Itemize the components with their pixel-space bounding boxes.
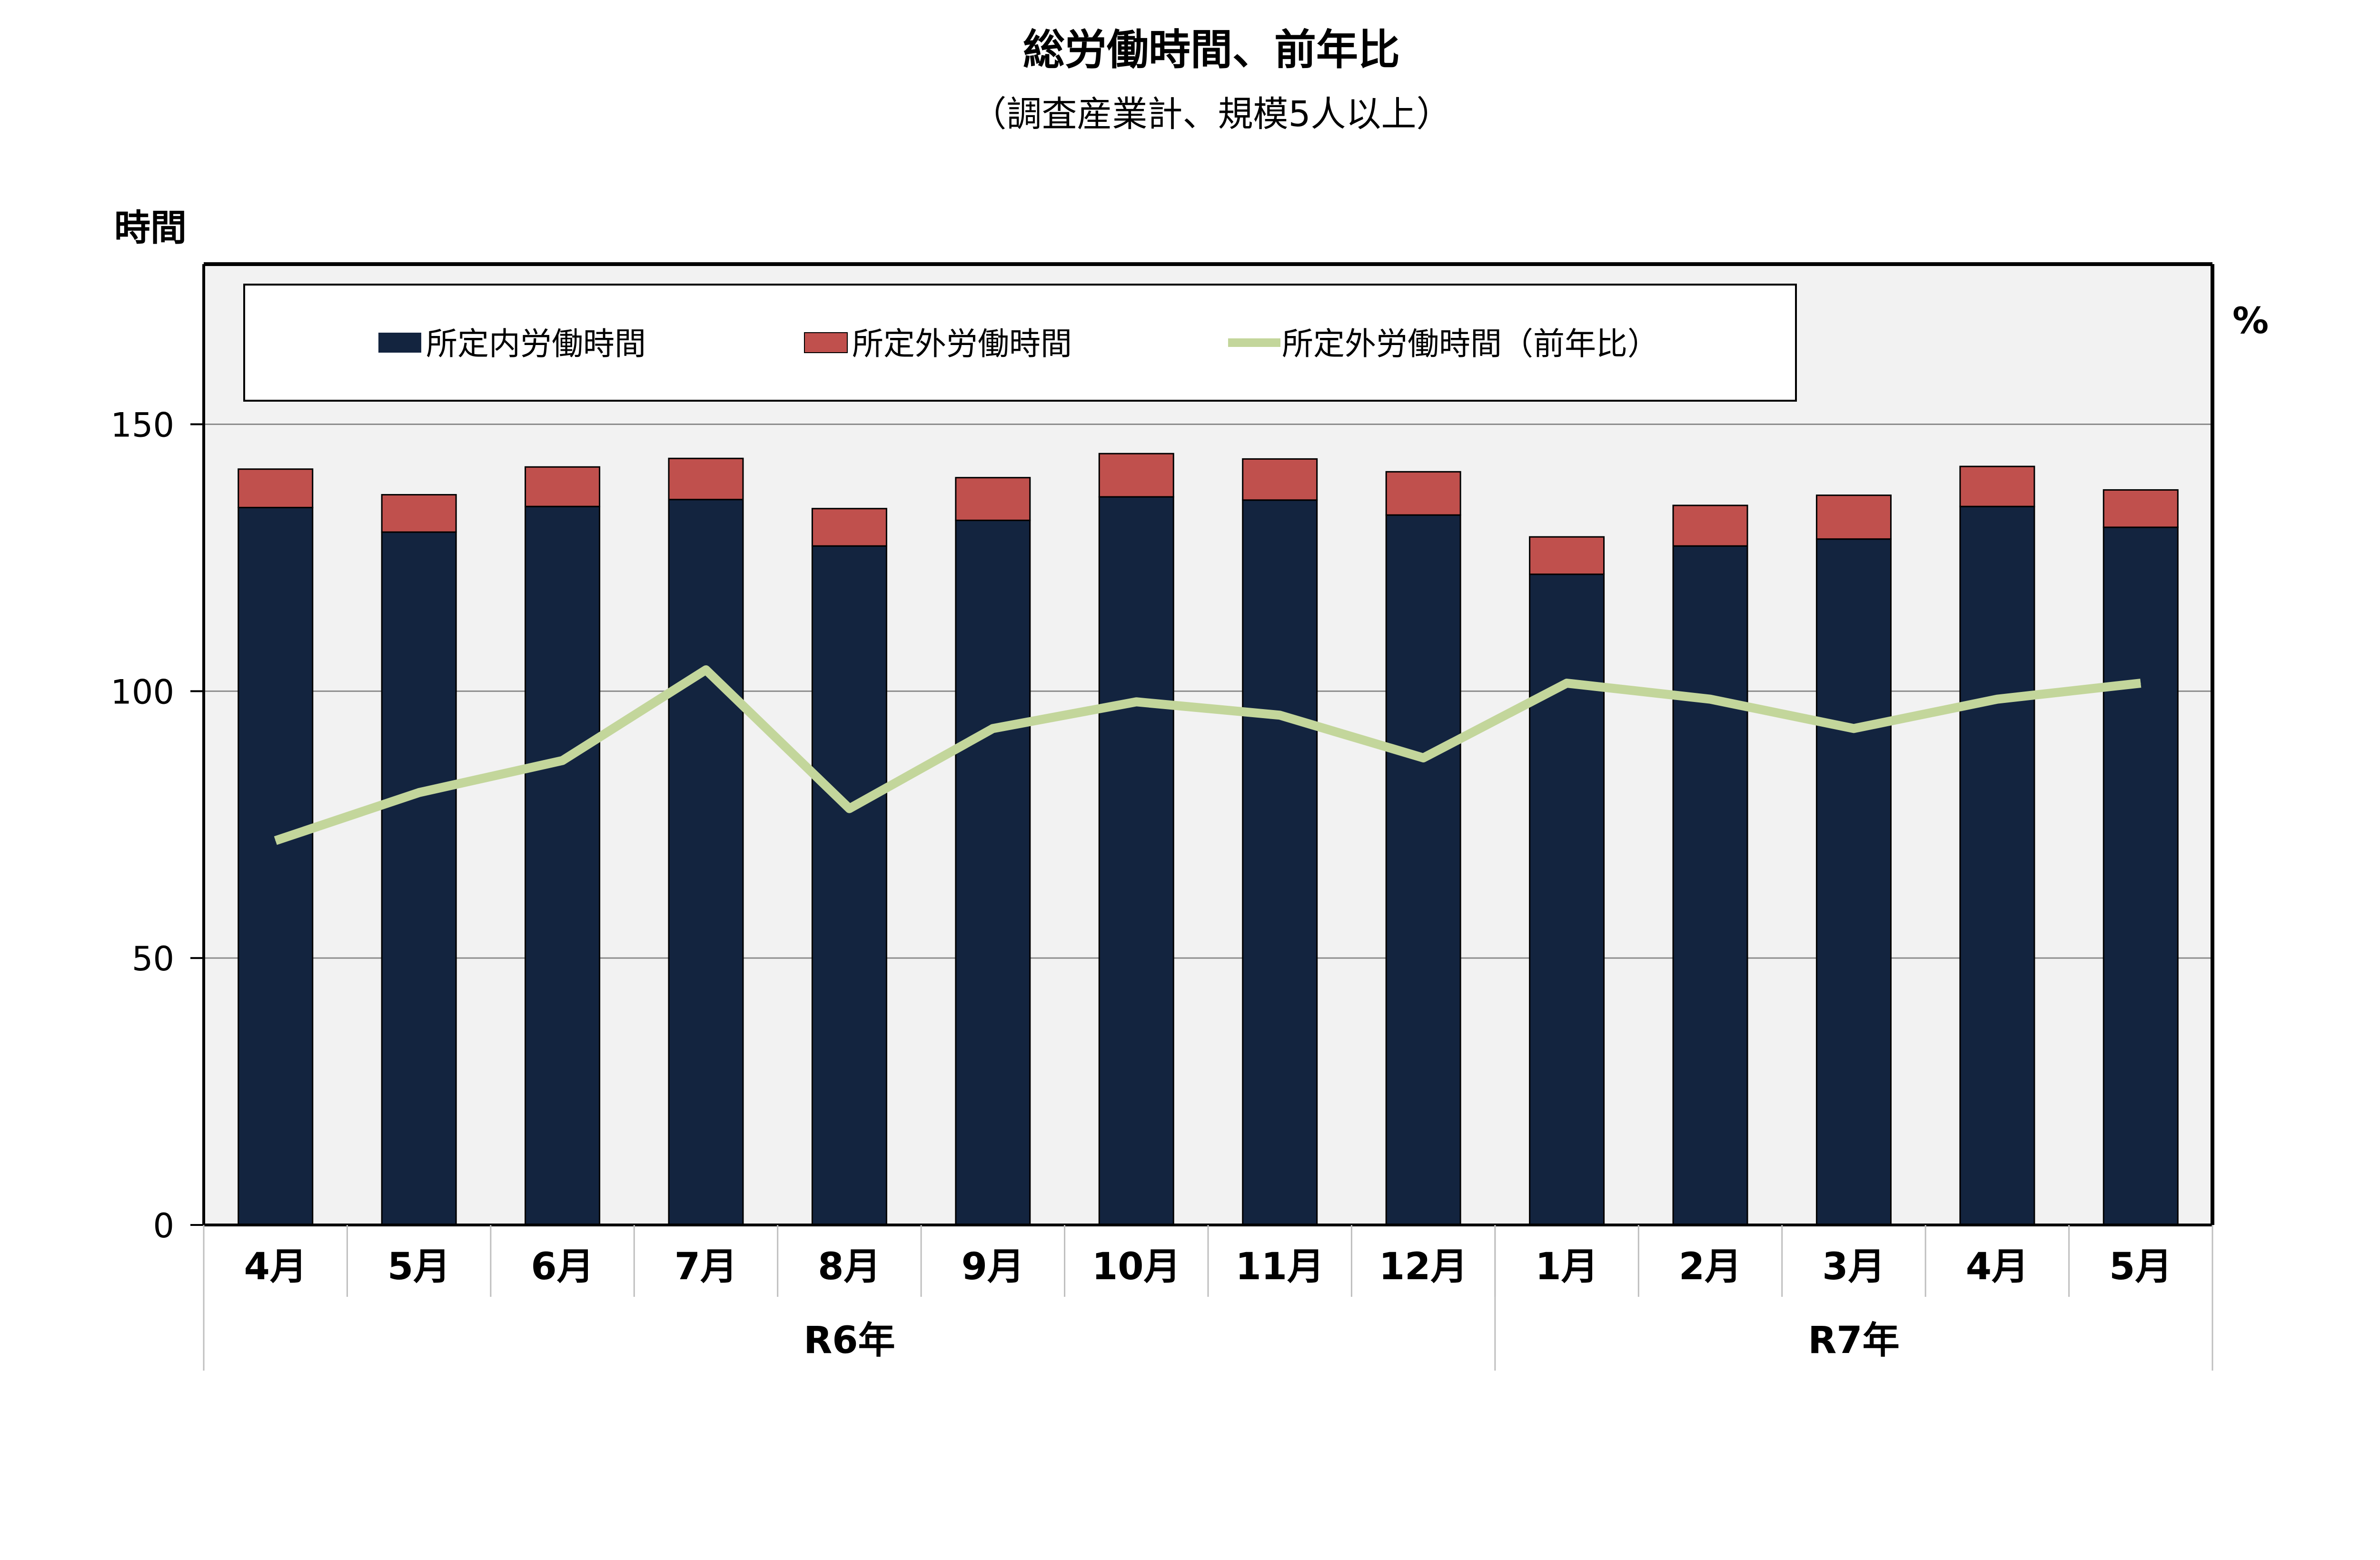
- x-tick-label: 5月: [387, 1245, 450, 1288]
- bar-scheduled: [1959, 505, 2035, 1226]
- bar-scheduled: [1242, 499, 1318, 1226]
- x-tick-label: 6月: [531, 1245, 594, 1288]
- bar-scheduled: [1385, 514, 1461, 1226]
- x-tick-label: 7月: [674, 1245, 737, 1288]
- bar-scheduled: [525, 505, 601, 1226]
- bar-overtime: [2102, 489, 2179, 528]
- legend-label: 所定外労働時間: [852, 326, 1072, 362]
- y-tick-label: 50: [132, 939, 174, 978]
- bar-overtime: [811, 508, 887, 547]
- bar-scheduled: [1098, 496, 1174, 1226]
- bar-overtime: [238, 468, 314, 508]
- x-group-label: R6年: [803, 1319, 895, 1362]
- bar-scheduled: [381, 531, 457, 1226]
- line-point: [562, 760, 563, 761]
- x-tick-label: 2月: [1679, 1245, 1742, 1288]
- bar-overtime: [955, 477, 1031, 521]
- bar-scheduled: [955, 519, 1031, 1226]
- y-tick-label: 150: [110, 406, 174, 445]
- x-tick-label: 4月: [244, 1245, 307, 1288]
- x-tick-label: 5月: [2109, 1245, 2172, 1288]
- bar-overtime: [1672, 504, 1748, 547]
- x-tick-label: 4月: [1966, 1245, 2029, 1288]
- line-overtime-yoy: [274, 665, 2142, 845]
- bar-overtime: [381, 494, 457, 533]
- y-tick-label: 100: [110, 672, 174, 711]
- x-group-label: R7年: [1808, 1319, 1899, 1362]
- bar-overtime: [1098, 453, 1174, 498]
- bar-scheduled: [238, 506, 314, 1226]
- x-tick-label: 12月: [1379, 1245, 1468, 1288]
- plot-area: [204, 264, 2212, 1225]
- x-tick-label: 1月: [1535, 1245, 1598, 1288]
- bar-overtime: [668, 457, 744, 501]
- bar-overtime: [1385, 471, 1461, 516]
- line-point: [275, 840, 276, 841]
- chart-title: 総労働時間、前年比: [1023, 25, 1400, 74]
- y-axis-label: 時間: [114, 207, 187, 249]
- bar-overtime: [1529, 536, 1605, 575]
- x-tick-label: 3月: [1822, 1245, 1885, 1288]
- line-point: [1136, 701, 1137, 702]
- legend-swatch-overtime: [804, 332, 848, 353]
- bar-overtime: [1815, 494, 1892, 540]
- line-point: [992, 728, 993, 729]
- bar-scheduled: [1672, 545, 1748, 1226]
- x-tick-label: 11月: [1235, 1245, 1324, 1288]
- bar-scheduled: [2102, 526, 2179, 1226]
- legend-swatch-scheduled: [378, 333, 421, 353]
- legend-label: 所定外労働時間（前年比）: [1282, 326, 1659, 362]
- bar-overtime: [1959, 465, 2035, 507]
- x-tick-label: 9月: [962, 1245, 1024, 1288]
- bar-scheduled: [668, 499, 744, 1226]
- legend-box: [243, 284, 1797, 402]
- chart-subtitle: （調査産業計、規模5人以上）: [971, 94, 1451, 135]
- x-tick-label: 8月: [818, 1245, 881, 1288]
- bar-overtime: [525, 466, 601, 507]
- bar-scheduled: [811, 545, 887, 1226]
- y2-axis-label: %: [2232, 299, 2269, 342]
- y-tick-label: 0: [153, 1206, 174, 1245]
- line-point: [1710, 699, 1711, 700]
- legend-label: 所定内労働時間: [426, 326, 646, 362]
- bar-scheduled: [1815, 538, 1892, 1226]
- x-tick-label: 10月: [1092, 1245, 1181, 1288]
- bar-scheduled: [1529, 573, 1605, 1226]
- bar-overtime: [1242, 458, 1318, 501]
